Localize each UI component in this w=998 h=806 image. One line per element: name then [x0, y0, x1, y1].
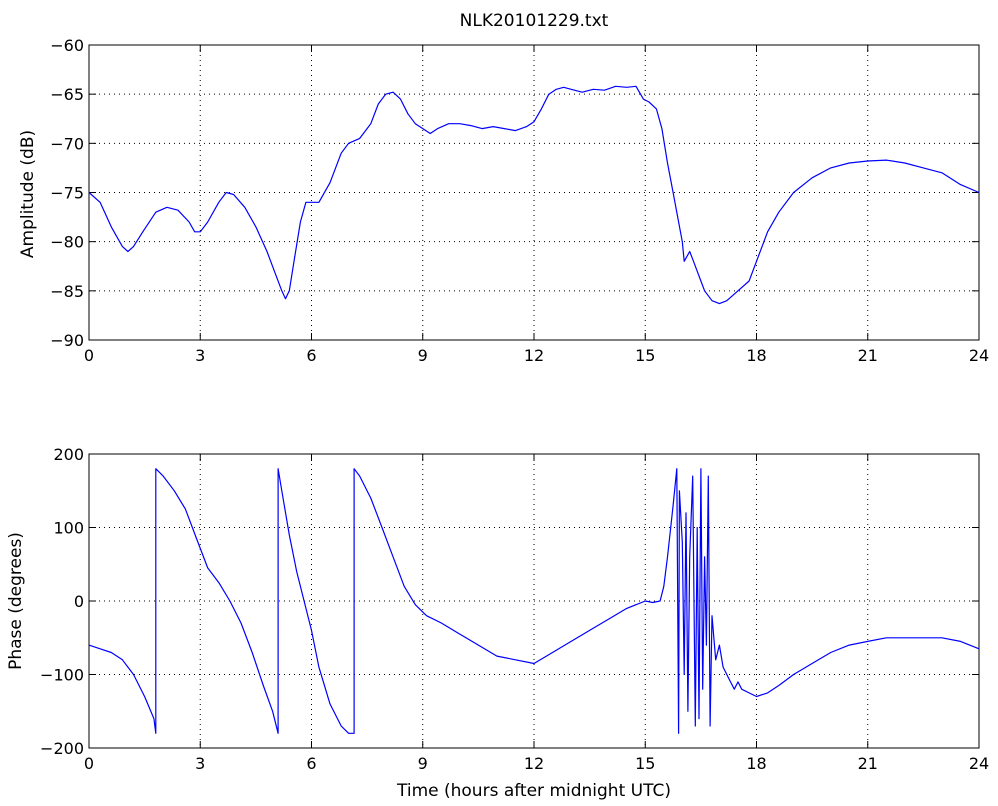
phase-x-tick-label: 3 — [195, 754, 205, 773]
phase-y-tick-label: −100 — [40, 666, 84, 685]
amplitude-y-axis-label: Amplitude (dB) — [18, 130, 38, 258]
amplitude-x-tick-label: 18 — [746, 346, 766, 365]
phase-y-axis-label: Phase (degrees) — [6, 532, 26, 670]
amplitude-y-tick-label: −70 — [50, 134, 84, 153]
phase-grid — [89, 454, 979, 748]
amplitude-x-tick-label: 0 — [84, 346, 94, 365]
phase-x-tick-label: 24 — [969, 754, 989, 773]
amplitude-x-tick-label: 3 — [195, 346, 205, 365]
amplitude-x-tick-label: 9 — [418, 346, 428, 365]
amplitude-y-tick-label: −80 — [50, 233, 84, 252]
amplitude-y-tick-label: −65 — [50, 85, 84, 104]
phase-y-tick-label: 100 — [53, 519, 84, 538]
phase-y-tick-label: −200 — [40, 739, 84, 758]
figure-title: NLK20101229.txt — [460, 11, 609, 31]
amplitude-x-tick-label: 24 — [969, 346, 989, 365]
phase-x-tick-label: 15 — [635, 754, 655, 773]
phase-x-tick-label: 12 — [524, 754, 544, 773]
amplitude-y-tick-label: −75 — [50, 184, 84, 203]
amplitude-x-tick-label: 6 — [306, 346, 316, 365]
amplitude-x-tick-label: 12 — [524, 346, 544, 365]
amplitude-series-line — [88, 85, 980, 305]
phase-y-tick-label: 200 — [53, 445, 84, 464]
phase-plot-area — [88, 468, 980, 734]
amplitude-y-tick-label: −90 — [50, 331, 84, 350]
phase-x-tick-label: 6 — [306, 754, 316, 773]
phase-x-tick-label: 0 — [84, 754, 94, 773]
amplitude-plot-area — [88, 85, 980, 305]
amplitude-ticks: 0 3 6 9 12 15 18 21 24 −60 −65 −70 −75 −80 −85 −90 — [50, 36, 989, 365]
amplitude-x-tick-label: 15 — [635, 346, 655, 365]
phase-panel: 0 3 6 9 12 15 18 21 24 200 100 0 −100 −200 Phase (deg… — [6, 445, 989, 801]
time-x-axis-label: Time (hours after midnight UTC) — [396, 781, 671, 801]
phase-y-tick-label: 0 — [74, 592, 84, 611]
amplitude-grid — [89, 45, 979, 340]
amplitude-x-tick-label: 21 — [858, 346, 878, 365]
phase-x-tick-label: 18 — [746, 754, 766, 773]
phase-ticks: 0 3 6 9 12 15 18 21 24 200 100 0 −100 −200 — [40, 445, 989, 773]
amplitude-panel: 0 3 6 9 12 15 18 21 24 −60 −65 −70 −75 −80 −85 −90 Ampl… — [18, 36, 989, 365]
amplitude-y-tick-label: −85 — [50, 282, 84, 301]
phase-x-tick-label: 21 — [858, 754, 878, 773]
amplitude-y-tick-label: −60 — [50, 36, 84, 55]
phase-series-line — [88, 468, 980, 734]
phase-x-tick-label: 9 — [418, 754, 428, 773]
